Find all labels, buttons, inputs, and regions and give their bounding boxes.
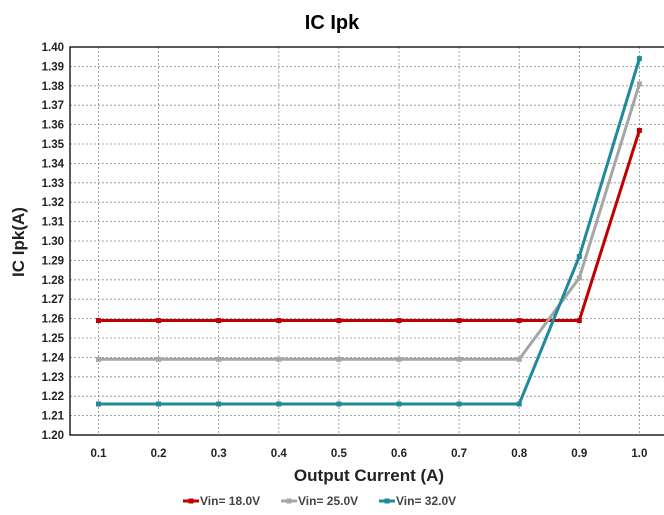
y-tick-label: 1.29 (42, 255, 64, 267)
data-point (396, 318, 402, 324)
y-tick-label: 1.36 (42, 120, 64, 132)
data-point (336, 356, 342, 362)
data-point (636, 56, 642, 62)
data-point (456, 356, 462, 362)
x-tick-label: 0.9 (571, 448, 587, 460)
x-tick-label: 0.4 (271, 448, 288, 460)
y-tick-label: 1.20 (42, 430, 64, 442)
y-tick-label: 1.35 (42, 139, 65, 151)
data-point (96, 356, 101, 362)
series-2 (96, 81, 642, 362)
data-point (456, 318, 462, 324)
x-tick-label: 0.1 (91, 448, 108, 460)
series-3 (96, 56, 642, 407)
legend-swatch-marker (384, 498, 390, 504)
x-tick-label: 0.7 (451, 448, 467, 460)
data-point (96, 318, 101, 324)
y-tick-label: 1.22 (42, 391, 64, 403)
data-point (96, 401, 101, 407)
y-tick-label: 1.34 (42, 158, 65, 170)
y-tick-label: 1.32 (42, 197, 64, 209)
y-tick-label: 1.30 (42, 236, 64, 248)
data-point (216, 356, 222, 362)
y-tick-label: 1.33 (42, 178, 64, 190)
data-point (156, 318, 162, 324)
x-tick-label: 0.5 (331, 448, 348, 460)
plot-area-frame (69, 46, 664, 436)
gridlines (70, 47, 664, 435)
data-point (156, 401, 162, 407)
series-line (98, 58, 641, 406)
data-point (396, 401, 402, 407)
legend-label: Vin= 18.0V (200, 494, 260, 508)
y-tick-label: 1.31 (42, 217, 65, 229)
x-tick-label: 0.6 (391, 448, 407, 460)
x-axis-label: Output Current (A) (294, 466, 444, 485)
tick-labels: 1.20 1.21 1.22 1.23 1.24 1.25 1.26 1.27 1.28 1.29… (42, 42, 648, 460)
legend-label: Vin= 32.0V (396, 494, 456, 508)
data-point (216, 401, 222, 407)
data-point (636, 127, 642, 133)
legend: Vin= 18.0V Vin= 25.0V Vin= 32.0V (183, 494, 456, 508)
y-tick-label: 1.21 (42, 411, 65, 423)
y-tick-label: 1.39 (42, 61, 64, 73)
series-line (98, 83, 641, 361)
data-point (576, 254, 582, 260)
x-tick-label: 0.3 (211, 448, 227, 460)
series-lines (96, 56, 642, 407)
data-point (216, 318, 222, 324)
data-point (396, 356, 402, 362)
y-tick-label: 1.28 (42, 275, 65, 287)
y-tick-label: 1.23 (42, 372, 64, 384)
legend-item: Vin= 25.0V (281, 494, 358, 508)
data-point (636, 81, 642, 87)
data-point (336, 318, 342, 324)
data-point (576, 275, 582, 281)
y-tick-label: 1.37 (42, 100, 64, 112)
x-tick-label: 1.0 (631, 448, 647, 460)
y-tick-label: 1.27 (42, 294, 64, 306)
data-point (576, 318, 582, 324)
series-line (98, 129, 641, 322)
data-point (276, 318, 282, 324)
data-point (156, 356, 162, 362)
data-point (456, 401, 462, 407)
x-tick-label: 0.2 (151, 448, 167, 460)
data-point (516, 356, 522, 362)
legend-item: Vin= 32.0V (379, 494, 456, 508)
y-tick-label: 1.24 (42, 352, 65, 364)
legend-label: Vin= 25.0V (298, 494, 358, 508)
y-tick-label: 1.25 (42, 333, 65, 345)
data-point (276, 356, 282, 362)
y-tick-label: 1.40 (42, 42, 64, 54)
data-point (516, 318, 522, 324)
legend-swatch-marker (286, 498, 292, 504)
y-tick-label: 1.26 (42, 314, 64, 326)
data-point (276, 401, 282, 407)
legend-item: Vin= 18.0V (183, 494, 260, 508)
x-tick-label: 0.8 (511, 448, 528, 460)
chart-title: IC Ipk (305, 12, 360, 34)
data-point (336, 401, 342, 407)
y-axis-label: IC Ipk(A) (9, 207, 28, 277)
y-tick-label: 1.38 (42, 81, 65, 93)
series-1 (96, 127, 642, 324)
legend-swatch-marker (188, 498, 194, 504)
data-point (516, 401, 522, 407)
